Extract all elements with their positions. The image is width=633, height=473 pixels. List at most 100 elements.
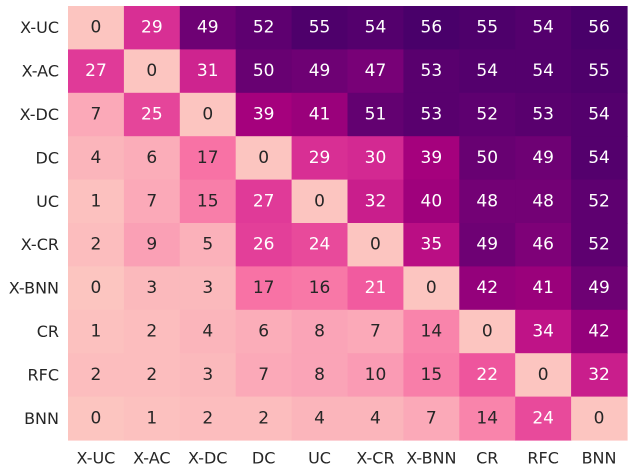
heatmap-cell-dc-x-ac: [123, 136, 181, 181]
cell-value-label: 7: [370, 322, 381, 342]
cell-value-label: 2: [146, 322, 157, 342]
cell-value-label: 7: [146, 191, 157, 211]
heatmap-cell-dc-x-uc: [68, 136, 125, 181]
heatmap-cell-uc-dc: [235, 179, 293, 224]
column-label-x-dc: X-DC: [188, 449, 227, 468]
cell-value-label: 5: [202, 235, 213, 255]
heatmap-cell-rfc-dc: [235, 353, 293, 398]
cell-value-label: 53: [421, 105, 443, 125]
cell-value-label: 22: [476, 365, 498, 385]
heatmap-cell-x-dc-x-bnn: [403, 92, 460, 137]
cell-value-label: 55: [309, 18, 331, 38]
heatmap-cell-dc-x-bnn: [403, 136, 460, 181]
cell-value-label: 48: [476, 191, 498, 211]
row-label-x-ac: X-AC: [22, 62, 59, 81]
heatmap-cell-uc-x-dc: [179, 179, 237, 224]
heatmap-cell-cr-x-ac: [123, 309, 181, 354]
heatmap-cell-x-dc-x-cr: [347, 92, 404, 137]
heatmap-cell-x-dc-rfc: [515, 92, 572, 137]
row-tick-labels: X-UC X-AC X-DC DC UC X-CR X-BNN CR RFC BNN: [9, 18, 59, 428]
cell-value-label: 52: [588, 191, 610, 211]
heatmap-cell-x-dc-x-ac: [123, 92, 181, 137]
cell-value-label: 3: [202, 278, 213, 298]
cell-value-label: 51: [365, 105, 387, 125]
column-label-x-ac: X-AC: [133, 449, 170, 468]
heatmap-cell-x-cr-x-cr: [347, 223, 404, 267]
cell-value-label: 31: [197, 61, 219, 81]
cell-value-label: 49: [197, 18, 219, 38]
cell-value-label: 0: [370, 235, 381, 255]
heatmap-cell-x-ac-x-bnn: [403, 49, 460, 94]
cell-value-label: 42: [476, 278, 498, 298]
heatmap-cell-x-uc-x-cr: [347, 6, 404, 50]
cell-value-label: 0: [426, 278, 437, 298]
heatmap-cell-bnn-rfc: [515, 396, 572, 441]
heatmap-cell-uc-bnn: [571, 179, 628, 224]
heatmap-cell-x-dc-dc: [235, 92, 293, 137]
heatmap-cell-x-uc-x-uc: [68, 6, 125, 50]
cell-value-label: 0: [482, 322, 493, 342]
cell-value-label: 53: [532, 105, 554, 125]
heatmap-cell-rfc-x-ac: [123, 353, 181, 398]
cell-value-label: 0: [594, 408, 605, 428]
cell-value-label: 32: [588, 365, 610, 385]
heatmap-cell-dc-x-dc: [179, 136, 237, 181]
heatmap-cell-cr-uc: [291, 309, 349, 354]
heatmap-cell-x-dc-bnn: [571, 92, 628, 137]
heatmap-cell-rfc-uc: [291, 353, 349, 398]
heatmap-cell-x-bnn-uc: [291, 266, 349, 311]
cell-value-label: 52: [588, 235, 610, 255]
heatmap-cell-x-bnn-dc: [235, 266, 293, 311]
cell-value-label: 27: [85, 61, 107, 81]
heatmap-cell-x-uc-cr: [459, 6, 516, 50]
column-tick-labels: X-UC X-AC X-DC DC UC X-CR X-BNN CR RFC BNN: [77, 449, 617, 468]
cell-value-label: 1: [146, 408, 157, 428]
column-label-x-cr: X-CR: [356, 449, 394, 468]
cell-value-label: 2: [258, 408, 269, 428]
cell-value-label: 56: [421, 18, 443, 38]
cell-value-label: 8: [314, 322, 325, 342]
heatmap-cell-bnn-uc: [291, 396, 349, 441]
cell-value-label: 6: [146, 148, 157, 168]
heatmap-cell-cr-x-uc: [68, 309, 125, 354]
heatmap-cell-uc-uc: [291, 179, 349, 224]
cell-value-label: 50: [253, 61, 275, 81]
cell-value-label: 4: [314, 408, 325, 428]
column-label-cr: CR: [476, 449, 498, 468]
cell-value-label: 54: [365, 18, 387, 38]
heatmap-cell-x-bnn-x-bnn: [403, 266, 460, 311]
heatmap-cell-uc-rfc: [515, 179, 572, 224]
heatmap-cell-x-cr-x-ac: [123, 223, 181, 267]
heatmap-cell-x-ac-cr: [459, 49, 516, 94]
column-label-dc: DC: [252, 449, 276, 468]
cell-value-label: 3: [202, 365, 213, 385]
cell-value-label: 4: [91, 148, 102, 168]
column-label-rfc: RFC: [527, 449, 559, 468]
heatmap-cell-x-cr-cr: [459, 223, 516, 267]
cell-value-label: 2: [91, 235, 102, 255]
heatmap-cell-cr-dc: [235, 309, 293, 354]
heatmap-cell-x-dc-x-uc: [68, 92, 125, 137]
cell-value-label: 55: [476, 18, 498, 38]
row-label-rfc: RFC: [28, 365, 60, 384]
heatmap-cell-dc-dc: [235, 136, 293, 181]
cell-value-label: 54: [476, 61, 498, 81]
cell-value-label: 0: [146, 61, 157, 81]
cell-value-label: 52: [476, 105, 498, 125]
heatmap-cell-bnn-x-dc: [179, 396, 237, 441]
row-label-x-bnn: X-BNN: [9, 279, 59, 298]
row-label-x-cr: X-CR: [21, 235, 59, 254]
cell-value-label: 0: [91, 18, 102, 38]
cell-value-label: 42: [588, 322, 610, 342]
cell-value-label: 54: [532, 18, 554, 38]
heatmap-cell-rfc-x-cr: [347, 353, 404, 398]
heatmap-cell-bnn-bnn: [571, 396, 628, 441]
heatmap-cell-x-uc-bnn: [571, 6, 628, 50]
cell-value-label: 35: [421, 235, 443, 255]
cell-value-label: 1: [91, 191, 102, 211]
cell-value-label: 1: [91, 322, 102, 342]
heatmap-cell-x-cr-uc: [291, 223, 349, 267]
column-label-x-bnn: X-BNN: [406, 449, 456, 468]
